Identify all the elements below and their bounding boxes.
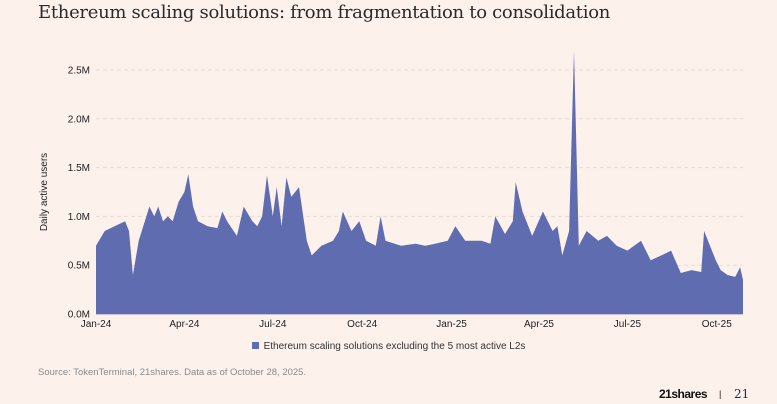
x-tick-label: Jan-25 xyxy=(436,319,467,330)
footer-separator: | xyxy=(719,389,722,399)
y-axis-label: Daily active users xyxy=(39,153,50,231)
x-tick-label: Apr-24 xyxy=(169,319,199,330)
brand-logo: 21shares xyxy=(659,387,708,401)
y-tick-label: 0.0M xyxy=(68,310,90,321)
y-tick-label: 2.0M xyxy=(68,114,90,125)
legend: Ethereum scaling solutions excluding the… xyxy=(0,341,777,352)
legend-label: Ethereum scaling solutions excluding the… xyxy=(263,341,526,352)
page-number: 21 xyxy=(734,387,750,401)
x-tick-label: Jul-24 xyxy=(259,319,287,330)
y-tick-label: 2.5M xyxy=(68,66,90,77)
y-tick-label: 0.5M xyxy=(68,261,90,272)
x-tick-label: Jan-24 xyxy=(81,319,112,330)
chart-title: Ethereum scaling solutions: from fragmen… xyxy=(38,2,611,23)
y-tick-label: 1.5M xyxy=(68,163,90,174)
x-tick-label: Jul-25 xyxy=(614,319,642,330)
y-tick-label: 1.0M xyxy=(68,212,90,223)
legend-swatch xyxy=(251,342,259,349)
x-tick-label: Oct-25 xyxy=(702,319,732,330)
series-area xyxy=(96,50,743,314)
source-note: Source: TokenTerminal, 21shares. Data as… xyxy=(38,367,307,378)
x-tick-label: Apr-25 xyxy=(524,319,554,330)
x-tick-label: Oct-24 xyxy=(347,319,377,330)
area-chart: 0.0M 0.5M 1.0M 1.5M 2.0M 2.5M Jan-24 Apr-24 Jul… xyxy=(39,50,743,330)
